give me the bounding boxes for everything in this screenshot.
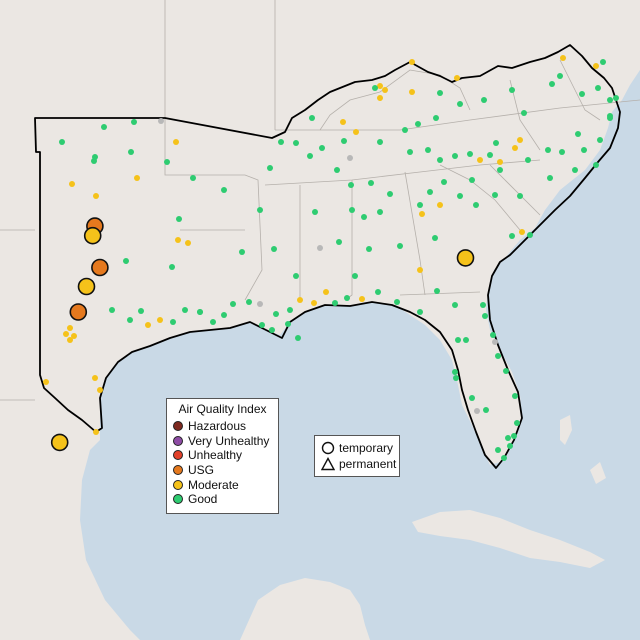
legend-permanent: permanent: [321, 456, 397, 472]
legend-label: Unhealthy: [188, 448, 243, 463]
temporary-label: temporary: [339, 441, 394, 455]
legend-swatch: [173, 421, 183, 432]
temporary-site-marker: [91, 258, 109, 277]
legend-swatch: [173, 479, 183, 490]
legend-item-usg: USG: [173, 463, 272, 478]
triangle-icon: [321, 457, 335, 471]
legend-swatch: [173, 465, 183, 476]
legend-label: USG: [188, 463, 215, 478]
aqi-legend: Air Quality Index Hazardous Very Unhealth…: [166, 398, 279, 514]
legend-swatch: [173, 435, 183, 446]
temporary-site-marker: [69, 303, 88, 321]
legend-item-moderate: Moderate: [173, 477, 272, 492]
temporary-monitor-sites: [50, 217, 475, 452]
circle-icon: [321, 441, 335, 455]
legend-label: Hazardous: [188, 419, 247, 434]
legend-label: Very Unhealthy: [188, 433, 270, 448]
mexico-yucatan: [240, 578, 370, 640]
temporary-site-marker: [456, 249, 475, 267]
monitor-type-legend: temporary permanent: [314, 435, 400, 477]
region-outline: [34, 44, 621, 469]
legend-item-very-unhealthy: Very Unhealthy: [173, 434, 272, 449]
legend-item-hazardous: Hazardous: [173, 419, 272, 434]
legend-item-unhealthy: Unhealthy: [173, 448, 272, 463]
legend-temporary: temporary: [321, 440, 393, 456]
legend-swatch: [173, 450, 183, 461]
legend-item-good: Good: [173, 492, 272, 507]
temporary-site-marker: [83, 226, 102, 245]
small-monitors: [43, 55, 619, 461]
cuba: [412, 510, 605, 568]
temporary-site-marker: [77, 277, 96, 296]
temporary-site-marker: [50, 433, 69, 452]
aqi-legend-title: Air Quality Index: [178, 402, 267, 416]
legend-label: Moderate: [188, 477, 239, 492]
legend-label: Good: [188, 492, 218, 507]
permanent-label: permanent: [339, 457, 397, 471]
bahamas: [560, 415, 606, 484]
legend-swatch: [173, 494, 183, 505]
